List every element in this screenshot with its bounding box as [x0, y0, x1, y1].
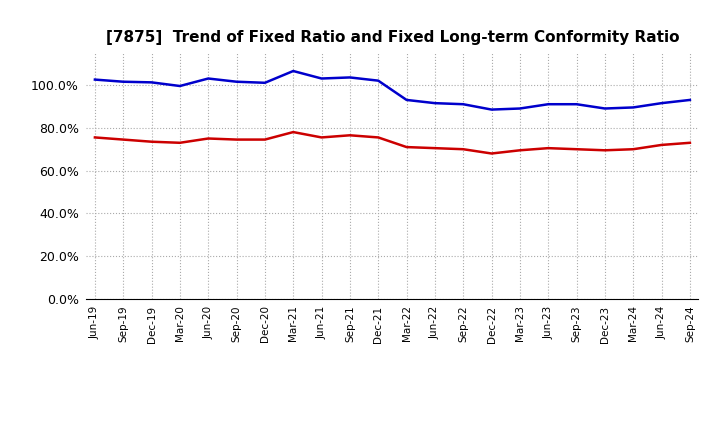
Fixed Ratio — [402, 97, 411, 103]
Fixed Long-term Conformity Ratio — [572, 147, 581, 152]
Fixed Long-term Conformity Ratio — [402, 144, 411, 150]
Fixed Long-term Conformity Ratio — [204, 136, 212, 141]
Fixed Ratio — [91, 77, 99, 82]
Fixed Long-term Conformity Ratio — [261, 137, 269, 142]
Fixed Long-term Conformity Ratio — [657, 142, 666, 147]
Fixed Ratio — [346, 75, 354, 80]
Fixed Long-term Conformity Ratio — [629, 147, 637, 152]
Fixed Ratio — [233, 79, 241, 84]
Fixed Long-term Conformity Ratio — [148, 139, 156, 144]
Fixed Ratio — [148, 80, 156, 85]
Fixed Long-term Conformity Ratio — [91, 135, 99, 140]
Fixed Long-term Conformity Ratio — [600, 148, 609, 153]
Line: Fixed Long-term Conformity Ratio: Fixed Long-term Conformity Ratio — [95, 132, 690, 154]
Fixed Ratio — [544, 102, 552, 107]
Fixed Ratio — [119, 79, 127, 84]
Fixed Ratio — [516, 106, 524, 111]
Fixed Long-term Conformity Ratio — [119, 137, 127, 142]
Fixed Ratio — [600, 106, 609, 111]
Fixed Long-term Conformity Ratio — [431, 146, 439, 151]
Fixed Ratio — [685, 97, 694, 103]
Line: Fixed Ratio: Fixed Ratio — [95, 71, 690, 110]
Fixed Ratio — [459, 102, 467, 107]
Fixed Ratio — [572, 102, 581, 107]
Title: [7875]  Trend of Fixed Ratio and Fixed Long-term Conformity Ratio: [7875] Trend of Fixed Ratio and Fixed Lo… — [106, 29, 679, 45]
Fixed Long-term Conformity Ratio — [318, 135, 326, 140]
Fixed Long-term Conformity Ratio — [544, 146, 552, 151]
Fixed Ratio — [176, 83, 184, 88]
Fixed Ratio — [431, 100, 439, 106]
Fixed Ratio — [261, 80, 269, 85]
Fixed Ratio — [204, 76, 212, 81]
Fixed Long-term Conformity Ratio — [176, 140, 184, 146]
Fixed Long-term Conformity Ratio — [374, 135, 382, 140]
Fixed Long-term Conformity Ratio — [233, 137, 241, 142]
Fixed Long-term Conformity Ratio — [346, 132, 354, 138]
Fixed Ratio — [657, 100, 666, 106]
Fixed Ratio — [374, 78, 382, 83]
Fixed Long-term Conformity Ratio — [487, 151, 496, 156]
Fixed Ratio — [318, 76, 326, 81]
Fixed Long-term Conformity Ratio — [516, 148, 524, 153]
Fixed Long-term Conformity Ratio — [459, 147, 467, 152]
Fixed Ratio — [629, 105, 637, 110]
Fixed Ratio — [289, 68, 297, 73]
Fixed Ratio — [487, 107, 496, 112]
Fixed Long-term Conformity Ratio — [289, 129, 297, 135]
Fixed Long-term Conformity Ratio — [685, 140, 694, 146]
